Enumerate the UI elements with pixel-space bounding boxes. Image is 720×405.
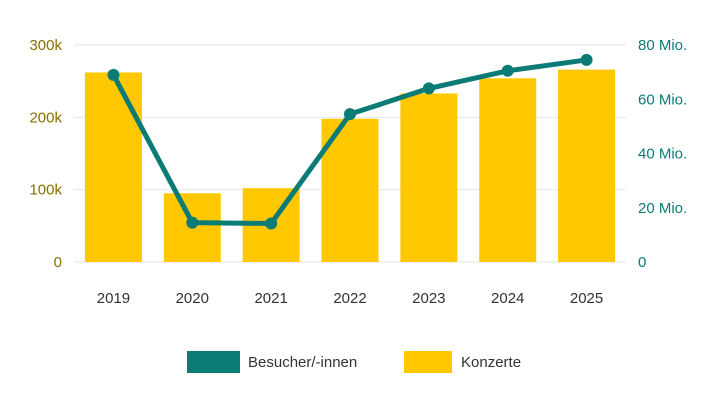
- right-tick-label: 20 Mio.: [638, 200, 687, 217]
- legend-label: Besucher/-innen: [248, 354, 357, 371]
- legend: Besucher/-innen Konzerte: [187, 351, 521, 373]
- legend-swatch: [187, 351, 240, 373]
- right-tick-label: 0: [638, 254, 646, 271]
- legend-label: Konzerte: [461, 354, 521, 371]
- left-tick-label: 100k: [29, 182, 62, 199]
- left-axis-ticks: 0 100k 200k 300k: [29, 37, 62, 271]
- line-point-2020: [186, 216, 199, 229]
- bar-2024: [479, 78, 537, 262]
- x-tick-label: 2021: [254, 290, 287, 307]
- right-tick-label: 60 Mio.: [638, 91, 687, 108]
- bar-2023: [400, 93, 458, 262]
- x-tick-label: 2020: [176, 290, 209, 307]
- x-tick-label: 2022: [333, 290, 366, 307]
- bar-2025: [558, 69, 616, 263]
- line-point-2025: [580, 53, 593, 66]
- x-tick-label: 2024: [491, 290, 524, 307]
- line-point-2019: [107, 68, 120, 81]
- right-axis-ticks: 0 20 Mio. 40 Mio. 60 Mio. 80 Mio.: [638, 37, 687, 271]
- bar-2019: [84, 72, 142, 262]
- x-tick-label: 2025: [570, 290, 603, 307]
- x-axis-ticks: 2019 2020 2021 2022 2023 2024 2025: [97, 290, 604, 307]
- line-series-besucher: [107, 53, 593, 230]
- bar-series-konzerte: [84, 69, 616, 263]
- left-tick-label: 200k: [29, 109, 62, 126]
- x-tick-label: 2023: [412, 290, 445, 307]
- right-tick-label: 40 Mio.: [638, 146, 687, 163]
- left-tick-label: 0: [54, 254, 62, 271]
- line-point-2024: [501, 64, 514, 77]
- line-point-2023: [422, 82, 435, 95]
- right-tick-label: 80 Mio.: [638, 37, 687, 54]
- x-tick-label: 2019: [97, 290, 130, 307]
- line-point-2022: [344, 108, 356, 121]
- left-tick-label: 300k: [29, 37, 62, 54]
- line-point-2021: [265, 217, 278, 230]
- legend-swatch: [404, 351, 452, 373]
